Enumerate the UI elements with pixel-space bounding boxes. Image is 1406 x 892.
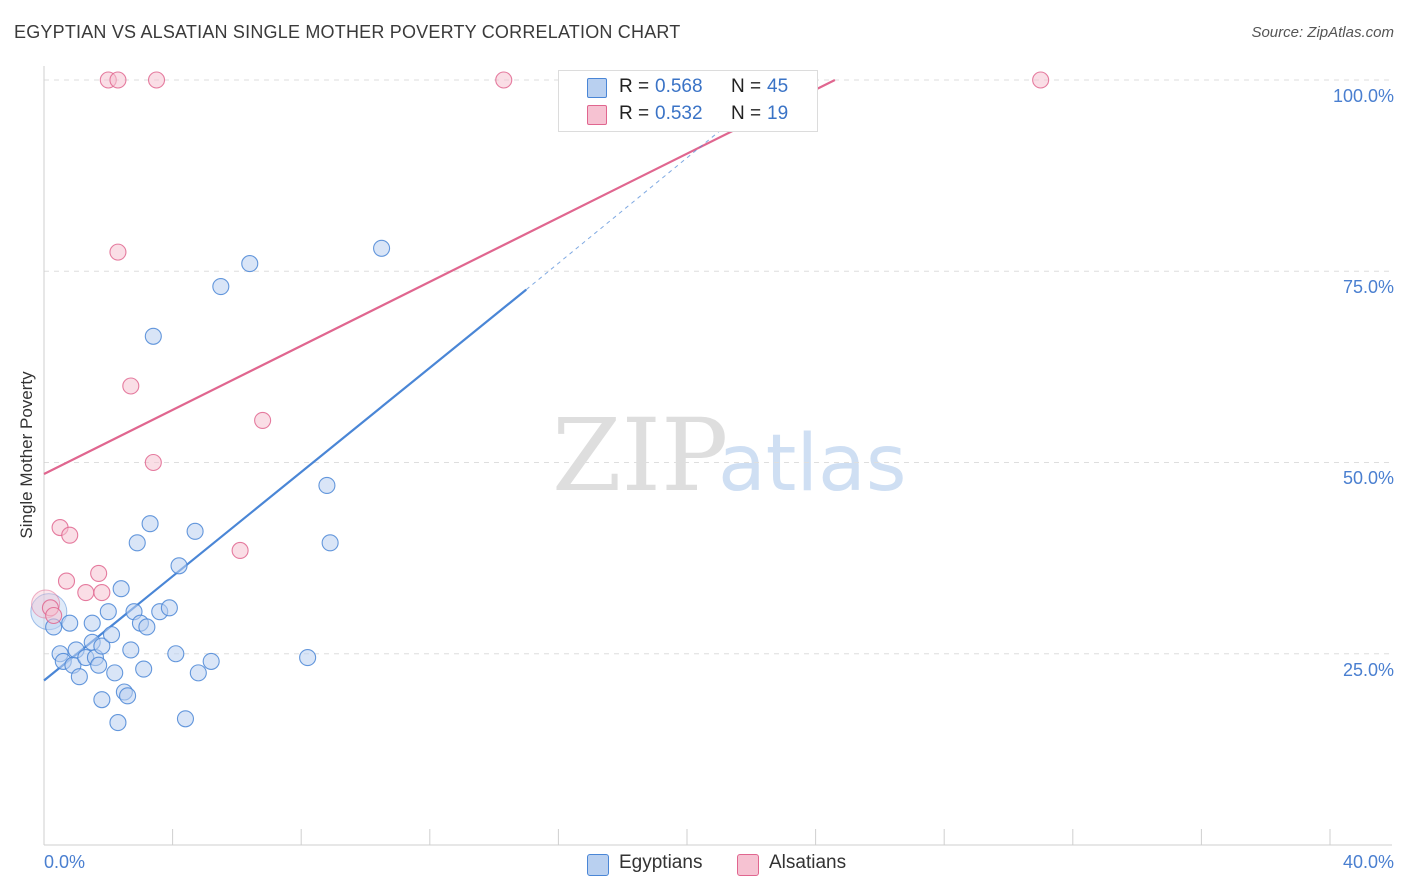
egyptians-point (241, 255, 259, 273)
alsatians-point (109, 71, 127, 89)
n-value: 45 (767, 76, 789, 97)
y-axis-label: Single Mother Poverty (17, 371, 36, 539)
egyptians-point (321, 534, 339, 552)
alsatians-point (93, 583, 111, 602)
source-label: Source: ZipAtlas.com (1251, 24, 1394, 41)
r-label: R = (619, 76, 650, 97)
egyptians-point (135, 660, 153, 678)
egyptians-point (106, 664, 124, 682)
n-label: N = (731, 76, 762, 97)
egyptians-point (102, 626, 121, 644)
alsatians-point (122, 377, 140, 395)
r-value: 0.532 (655, 103, 703, 124)
egyptians-point (119, 687, 137, 705)
egyptians-point (128, 534, 146, 552)
r-value: 0.568 (655, 76, 703, 97)
y-tick-label-50: 50.0% (1342, 468, 1394, 488)
alsatians-point (45, 606, 63, 625)
r-label: R = (619, 103, 650, 124)
egyptians-point (299, 649, 317, 667)
n-value: 19 (767, 103, 789, 124)
legend-label: Egyptians (619, 852, 703, 873)
egyptians-trend-extension (525, 117, 736, 290)
egyptians-point (144, 327, 162, 345)
egyptians-point (167, 645, 185, 663)
egyptians-point (212, 277, 230, 296)
alsatians-point (109, 243, 127, 261)
egyptians-swatch (587, 78, 607, 98)
egyptians-point (202, 652, 220, 670)
egyptians-trend-line (43, 288, 527, 682)
alsatians-trend-line (43, 79, 836, 475)
correlation-row-egyptians: R = 0.568 N = 45 (559, 73, 817, 101)
egyptians-point (186, 522, 204, 540)
alsatians-point (57, 572, 76, 590)
n-label: N = (731, 103, 762, 124)
x-tick-label-max: 40.0% (1342, 852, 1394, 872)
alsatians-point (61, 526, 79, 544)
alsatians-point (90, 564, 108, 582)
y-tick-label-75: 75.0% (1342, 277, 1394, 297)
egyptians-point (170, 557, 188, 575)
alsatians-point (495, 71, 513, 89)
alsatians-point (254, 411, 272, 429)
alsatians-swatch (587, 105, 607, 125)
egyptians-point (93, 637, 111, 655)
correlation-legend: R = 0.568 N = 45 R = 0.532 N = 19 (558, 70, 818, 132)
egyptians-point (122, 641, 140, 659)
egyptians-point (61, 614, 79, 632)
egyptians-point (83, 614, 101, 632)
y-tick-label-100: 100.0% (1332, 86, 1394, 106)
alsatians-point (77, 583, 95, 602)
y-tick-label-25: 25.0% (1342, 660, 1394, 680)
egyptians-point (189, 664, 207, 682)
egyptians-point (373, 239, 391, 257)
egyptians-point (318, 476, 336, 495)
egyptians-point (160, 599, 178, 617)
egyptians-point (141, 515, 159, 533)
alsatians-point (147, 71, 166, 89)
watermark-atlas: atlas (718, 419, 907, 509)
chart-title: EGYPTIAN VS ALSATIAN SINGLE MOTHER POVER… (14, 22, 681, 42)
egyptians-point (176, 710, 195, 728)
egyptians-point (138, 618, 156, 636)
legend-label: Alsatians (769, 852, 847, 873)
alsatians-point (231, 541, 249, 560)
alsatians-point (144, 453, 162, 472)
egyptians-point (90, 656, 108, 674)
egyptians-point (109, 714, 127, 732)
x-tick-label-min: 0.0% (44, 852, 86, 872)
watermark-zip: ZIP (552, 397, 728, 514)
egyptians-point (93, 691, 111, 709)
egyptians-point (70, 668, 88, 686)
egyptians-legend-swatch (587, 854, 609, 876)
alsatians-legend-swatch (737, 854, 759, 876)
correlation-row-alsatians: R = 0.532 N = 19 (559, 100, 817, 128)
alsatians-point (1032, 71, 1050, 89)
egyptians-point (112, 580, 130, 598)
egyptians-point (99, 603, 117, 621)
